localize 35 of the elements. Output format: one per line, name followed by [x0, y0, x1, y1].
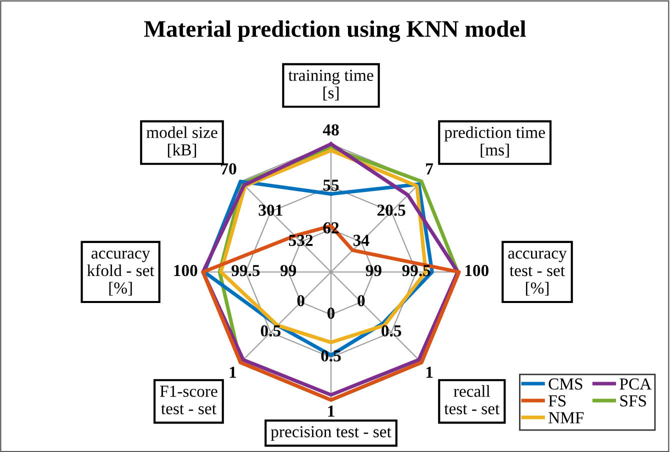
text: 100 [465, 264, 488, 276]
text: 99 [366, 264, 382, 276]
text: 48 [322, 124, 339, 136]
spoke-label: model size [kB] [146, 126, 218, 158]
legend-label: NMF [548, 412, 584, 424]
text: 99 [280, 264, 296, 276]
text: 301 [258, 204, 282, 216]
text: 55 [323, 180, 339, 191]
text: 7 [426, 163, 434, 174]
legend-label: SFS [620, 395, 646, 407]
text: 34 [353, 234, 370, 246]
legend-label: PCA [620, 378, 652, 390]
text: 1 [230, 366, 236, 378]
text: 99.5 [232, 264, 260, 276]
text: 70 [221, 163, 236, 174]
text: 0 [327, 308, 335, 319]
spoke-label: recall test - set [444, 385, 500, 414]
spoke-label: training time [s] [288, 70, 374, 100]
text: 0 [358, 295, 365, 306]
spoke-label: prediction time [ms] [444, 126, 545, 158]
chart-title: Material prediction using KNN model [144, 20, 526, 42]
legend-label: FS [548, 395, 566, 407]
text: 0.5 [382, 325, 402, 337]
spoke-label: accuracy kfold - set [%] [87, 250, 154, 296]
spoke-label: F1-score test - set [160, 386, 218, 414]
text: 532 [288, 234, 313, 246]
text: 100 [174, 264, 198, 276]
legend-label: CMS [548, 378, 582, 390]
text: 0 [297, 295, 304, 306]
text: 1 [426, 366, 433, 378]
spoke-label: accuracy test - set [%] [508, 250, 567, 296]
text: 1 [328, 406, 334, 417]
spoke-label: precision test - set [270, 426, 392, 441]
text: 20.5 [377, 204, 406, 216]
text: 0.5 [260, 325, 280, 337]
